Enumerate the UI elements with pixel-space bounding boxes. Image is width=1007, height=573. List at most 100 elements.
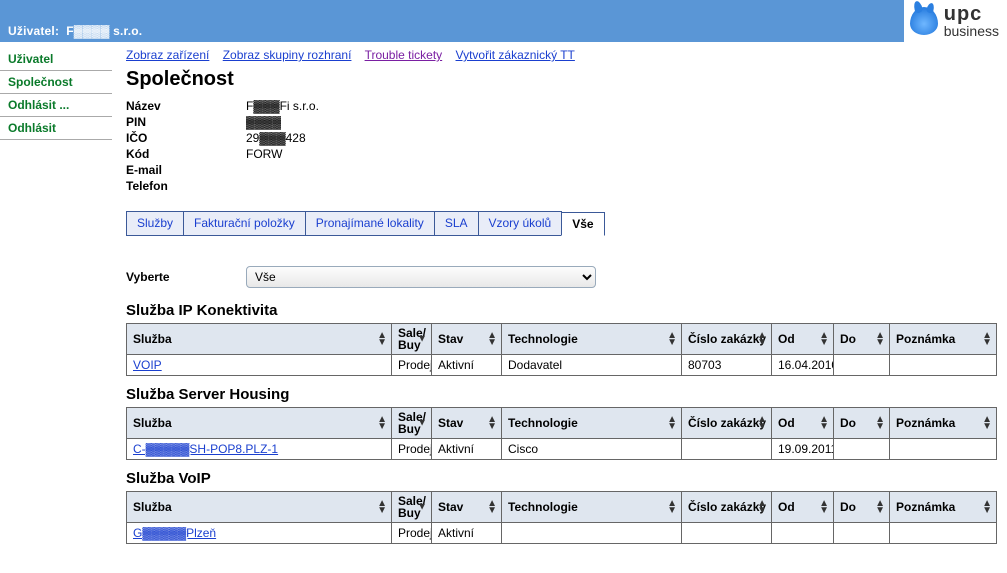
sort-icon[interactable]: ▲▼	[819, 416, 829, 430]
link-zobraz-zarizeni[interactable]: Zobraz zařízení	[126, 48, 209, 62]
detail-key-pin: PIN	[126, 115, 246, 129]
brand-logo: upc business	[904, 0, 1007, 42]
sidebar-item-uzivatel[interactable]: Uživatel	[0, 48, 112, 71]
cell-salebuy: Prodej	[392, 523, 432, 544]
service-link[interactable]: VOIP	[133, 358, 162, 372]
th-do[interactable]: Do▲▼	[834, 408, 890, 439]
th-poz[interactable]: Poznámka▲▼	[890, 324, 997, 355]
filter-label: Vyberte	[126, 270, 246, 284]
service-link[interactable]: C-▓▓▓▓▓SH-POP8.PLZ-1	[133, 442, 278, 456]
th-stav[interactable]: Stav▲▼	[432, 492, 502, 523]
th-zak[interactable]: Číslo zakázky▲▼	[682, 324, 772, 355]
cell-tech: Cisco	[502, 439, 682, 460]
sort-icon[interactable]: ▲▼	[377, 500, 387, 514]
filter-row: Vyberte Vše	[126, 266, 997, 288]
flame-icon	[910, 7, 938, 35]
sort-icon[interactable]: ▲▼	[667, 332, 677, 346]
sort-icon[interactable]: ▲▼	[757, 500, 767, 514]
sidebar-item-spolecnost[interactable]: Společnost	[0, 71, 112, 94]
tab-sluzby[interactable]: Služby	[126, 211, 184, 235]
service-link[interactable]: G▓▓▓▓▓Plzeň	[133, 526, 216, 540]
brand-line1: upc	[944, 4, 999, 24]
cell-do	[834, 439, 890, 460]
th-od[interactable]: Od▲▼	[772, 492, 834, 523]
section-title: Služba VoIP	[126, 470, 997, 487]
th-do[interactable]: Do▲▼	[834, 324, 890, 355]
tabs: Služby Fakturační položky Pronajímané lo…	[126, 211, 604, 236]
th-salebuy[interactable]: Sale/Buy▼	[392, 492, 432, 523]
sort-icon[interactable]: ▲▼	[667, 500, 677, 514]
sort-icon[interactable]: ▲▼	[982, 416, 992, 430]
cell-service: VOIP	[127, 355, 392, 376]
sort-icon[interactable]: ▼	[417, 336, 427, 343]
th-poz[interactable]: Poznámka▲▼	[890, 408, 997, 439]
sort-icon[interactable]: ▲▼	[875, 416, 885, 430]
th-od[interactable]: Od▲▼	[772, 324, 834, 355]
th-od[interactable]: Od▲▼	[772, 408, 834, 439]
cell-stav: Aktivní	[432, 523, 502, 544]
th-poz[interactable]: Poznámka▲▼	[890, 492, 997, 523]
data-table: Služba▲▼Sale/Buy▼Stav▲▼Technologie▲▼Čísl…	[126, 407, 997, 460]
th-stav[interactable]: Stav▲▼	[432, 408, 502, 439]
cell-zak	[682, 523, 772, 544]
detail-key-nazev: Název	[126, 99, 246, 113]
cell-zak	[682, 439, 772, 460]
sort-icon[interactable]: ▲▼	[982, 500, 992, 514]
tab-pronajimane[interactable]: Pronajímané lokality	[305, 211, 435, 235]
cell-do	[834, 523, 890, 544]
th-do[interactable]: Do▲▼	[834, 492, 890, 523]
sort-icon[interactable]: ▲▼	[819, 332, 829, 346]
detail-key-telefon: Telefon	[126, 179, 246, 193]
th-service[interactable]: Služba▲▼	[127, 492, 392, 523]
th-tech[interactable]: Technologie▲▼	[502, 492, 682, 523]
filter-select[interactable]: Vše	[246, 266, 596, 288]
company-details: Název F▓▓▓Fi s.r.o. PIN ▓▓▓▓ IČO 29▓▓▓42…	[126, 99, 997, 193]
main-content: Zobraz zařízení Zobraz skupiny rozhraní …	[112, 42, 1007, 564]
link-zobraz-skupiny[interactable]: Zobraz skupiny rozhraní	[223, 48, 352, 62]
sort-icon[interactable]: ▲▼	[982, 332, 992, 346]
th-zak[interactable]: Číslo zakázky▲▼	[682, 492, 772, 523]
sort-icon[interactable]: ▼	[417, 504, 427, 511]
sort-icon[interactable]: ▲▼	[487, 416, 497, 430]
cell-do	[834, 355, 890, 376]
tab-fakturacni[interactable]: Fakturační položky	[183, 211, 306, 235]
sort-icon[interactable]: ▲▼	[377, 332, 387, 346]
sort-icon[interactable]: ▲▼	[487, 500, 497, 514]
sort-icon[interactable]: ▲▼	[819, 500, 829, 514]
user-name: F▓▓▓▓ s.r.o.	[66, 24, 142, 38]
th-service[interactable]: Služba▲▼	[127, 324, 392, 355]
sort-icon[interactable]: ▲▼	[757, 416, 767, 430]
cell-od: 19.09.2011	[772, 439, 834, 460]
sort-icon[interactable]: ▼	[417, 420, 427, 427]
cell-salebuy: Prodej	[392, 439, 432, 460]
sort-icon[interactable]: ▲▼	[487, 332, 497, 346]
sidebar: Uživatel Společnost Odhlásit ... Odhlási…	[0, 42, 112, 564]
th-salebuy[interactable]: Sale/Buy▼	[392, 324, 432, 355]
tab-vzory[interactable]: Vzory úkolů	[478, 211, 563, 235]
sort-icon[interactable]: ▲▼	[667, 416, 677, 430]
th-tech[interactable]: Technologie▲▼	[502, 408, 682, 439]
link-vytvorit-tt[interactable]: Vytvořit zákaznický TT	[456, 48, 575, 62]
th-service[interactable]: Služba▲▼	[127, 408, 392, 439]
link-trouble-tickety[interactable]: Trouble tickety	[365, 48, 443, 62]
sidebar-item-odhlasit-dots[interactable]: Odhlásit ...	[0, 94, 112, 117]
sidebar-item-odhlasit[interactable]: Odhlásit	[0, 117, 112, 140]
cell-od	[772, 523, 834, 544]
sort-icon[interactable]: ▲▼	[757, 332, 767, 346]
tab-sla[interactable]: SLA	[434, 211, 479, 235]
sort-icon[interactable]: ▲▼	[377, 416, 387, 430]
th-tech[interactable]: Technologie▲▼	[502, 324, 682, 355]
detail-val-ico: 29▓▓▓428	[246, 131, 997, 145]
detail-key-email: E-mail	[126, 163, 246, 177]
th-zak[interactable]: Číslo zakázky▲▼	[682, 408, 772, 439]
cell-stav: Aktivní	[432, 355, 502, 376]
sort-icon[interactable]: ▲▼	[875, 500, 885, 514]
tab-vse[interactable]: Vše	[561, 212, 604, 236]
table-row: C-▓▓▓▓▓SH-POP8.PLZ-1 ProdejAktivníCisco 19…	[127, 439, 997, 460]
th-stav[interactable]: Stav▲▼	[432, 324, 502, 355]
detail-val-nazev: F▓▓▓Fi s.r.o.	[246, 99, 997, 113]
th-salebuy[interactable]: Sale/Buy▼	[392, 408, 432, 439]
cell-stav: Aktivní	[432, 439, 502, 460]
sort-icon[interactable]: ▲▼	[875, 332, 885, 346]
detail-key-kod: Kód	[126, 147, 246, 161]
